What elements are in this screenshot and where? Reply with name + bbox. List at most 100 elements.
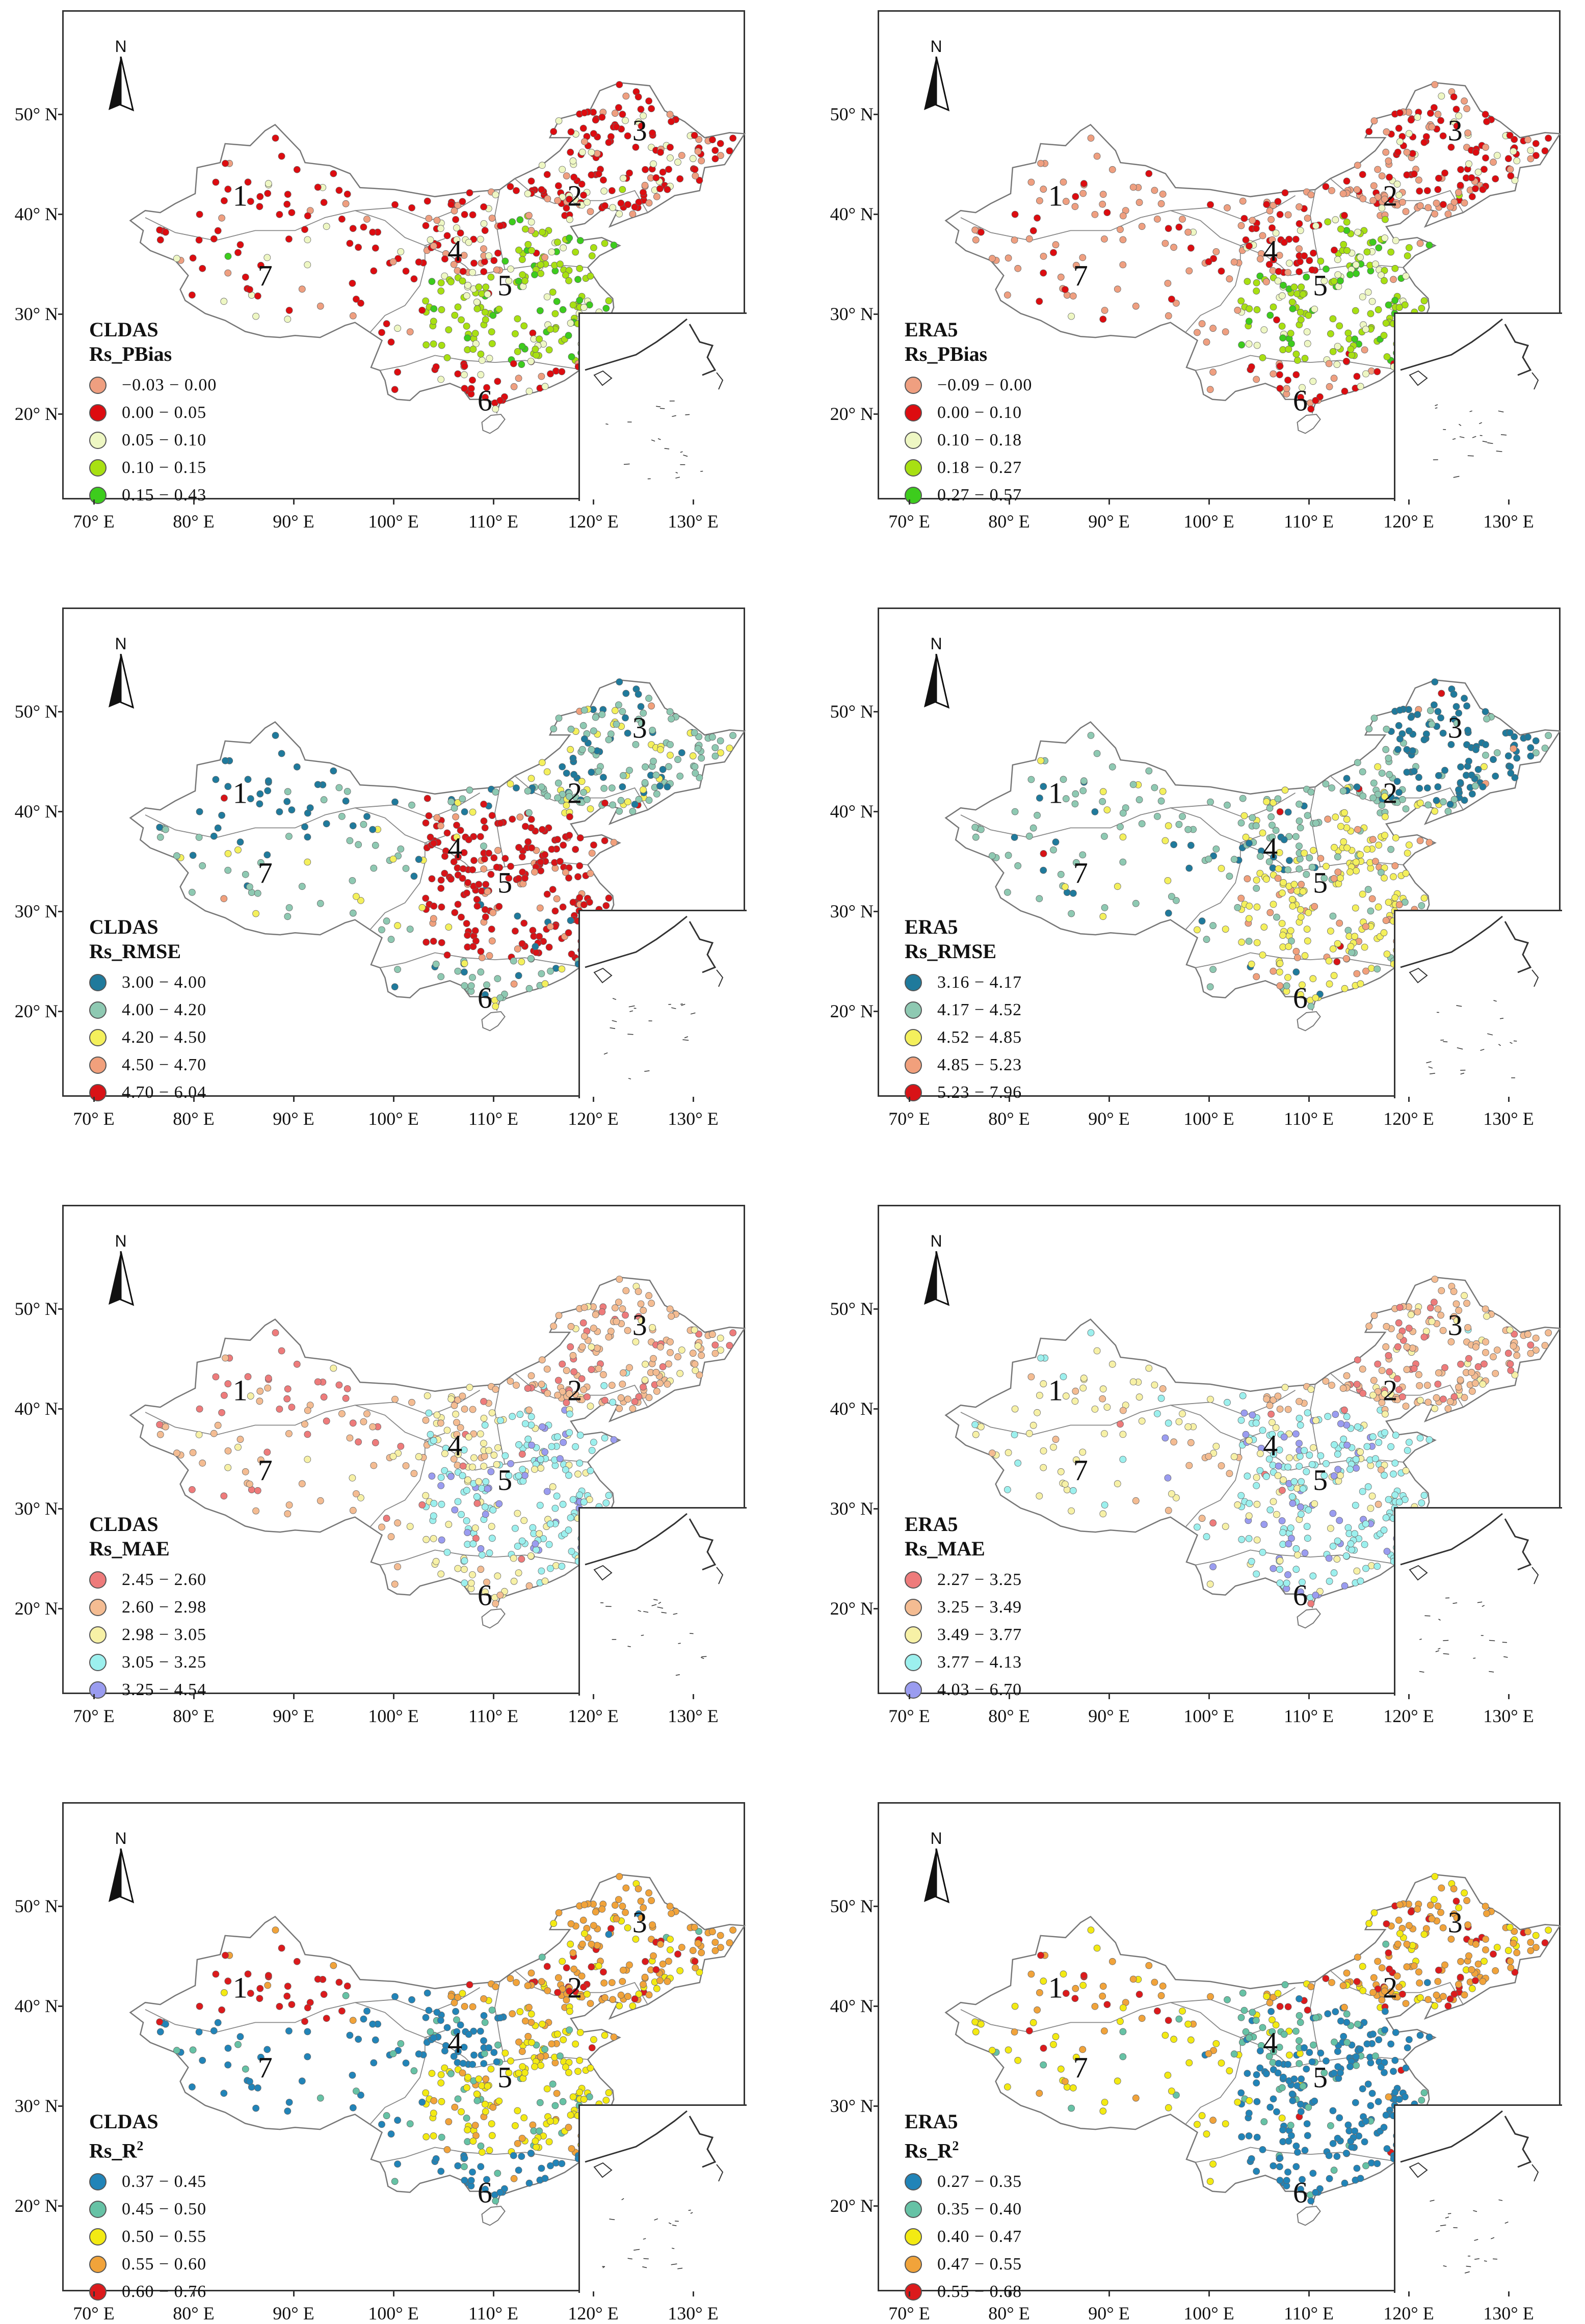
station-point — [1504, 1350, 1512, 1357]
station-point — [1359, 171, 1366, 178]
station-point — [602, 902, 610, 909]
station-point — [424, 795, 431, 802]
station-point — [569, 754, 577, 762]
station-point — [550, 725, 558, 733]
station-point — [1399, 1393, 1406, 1401]
station-point — [1479, 783, 1487, 790]
lon-tick-label: 80° E — [173, 1706, 215, 1726]
station-point — [1395, 124, 1403, 132]
station-point — [298, 883, 306, 890]
station-point — [1325, 1554, 1333, 1562]
station-point — [1296, 800, 1303, 808]
station-point — [1330, 277, 1338, 285]
station-point — [1369, 1391, 1377, 1399]
station-point — [563, 1399, 570, 1407]
station-point — [711, 1350, 719, 1357]
station-point — [1165, 312, 1172, 320]
station-point — [1461, 695, 1468, 702]
station-point — [537, 2062, 544, 2069]
station-point — [616, 807, 623, 815]
station-point — [210, 1430, 218, 1437]
station-point — [1292, 1545, 1300, 1552]
station-point — [1337, 875, 1344, 882]
station-point — [1057, 273, 1065, 281]
station-point — [1425, 839, 1433, 846]
station-point — [709, 1928, 716, 1936]
station-point — [485, 2044, 492, 2051]
station-point — [415, 2050, 422, 2058]
station-point — [459, 2059, 467, 2067]
legend-label: 0.50 − 0.55 — [122, 2227, 207, 2247]
lat-tick-label: 20° N — [830, 1598, 874, 1619]
station-point — [1353, 867, 1360, 875]
station-point — [1270, 370, 1277, 378]
station-point — [616, 210, 623, 218]
station-point — [635, 198, 643, 206]
legend-label: 2.27 − 3.25 — [937, 1570, 1022, 1589]
station-point — [494, 2170, 501, 2177]
station-point — [1050, 249, 1057, 256]
station-point — [638, 1317, 645, 1325]
station-point — [600, 1382, 608, 1389]
station-point — [410, 873, 418, 880]
station-point — [518, 1537, 526, 1545]
lon-tick-mark — [909, 499, 910, 505]
station-point — [510, 1577, 518, 1585]
station-point — [437, 973, 445, 981]
map-panel-era5-mae: 1 2 3 4 5 6 7 N ERA5 Rs_MAE 2.27 − 3.25 3.25 − 3.49… — [830, 1205, 1562, 1726]
station-point — [257, 261, 265, 269]
region-boundary — [494, 1384, 506, 1464]
legend-item: 0.00 − 0.10 — [905, 399, 1032, 427]
lat-tick-mark — [58, 911, 62, 912]
lon-tick-mark — [1308, 1097, 1310, 1102]
station-point — [1385, 1949, 1392, 1957]
station-point — [389, 2050, 397, 2057]
station-point — [619, 708, 626, 716]
station-point — [1403, 746, 1411, 753]
station-point — [1339, 1385, 1347, 1392]
station-point — [1510, 148, 1517, 155]
north-arrow: N — [105, 635, 136, 709]
station-point — [558, 965, 566, 973]
station-point — [1170, 244, 1177, 251]
station-point — [559, 1958, 566, 1965]
station-point — [1284, 1406, 1292, 1413]
station-point — [488, 215, 496, 222]
station-point — [1391, 1459, 1399, 1467]
station-point — [1348, 2144, 1355, 2151]
station-point — [1297, 308, 1304, 316]
station-point — [1439, 729, 1447, 737]
station-point — [477, 2163, 485, 2171]
station-point — [383, 2112, 390, 2120]
station-point — [173, 255, 180, 262]
station-point — [668, 715, 675, 723]
lon-tick-mark — [1508, 1694, 1510, 1699]
station-point — [453, 1431, 461, 1438]
legend-item: 4.52 − 4.85 — [905, 1024, 1022, 1051]
station-point — [1179, 813, 1186, 820]
station-point — [590, 2036, 597, 2043]
station-point — [479, 357, 486, 364]
station-point — [335, 1381, 343, 1389]
station-point — [430, 1437, 437, 1444]
station-point — [276, 1405, 283, 1413]
station-point — [717, 737, 724, 745]
station-point — [467, 1579, 475, 1587]
station-point — [422, 894, 430, 902]
region-label-1: 1 — [232, 179, 248, 213]
station-point — [394, 1449, 402, 1457]
station-point — [471, 330, 479, 337]
station-point — [256, 800, 263, 808]
station-point — [1353, 2062, 1360, 2069]
station-point — [481, 258, 488, 266]
station-point — [1325, 2152, 1333, 2159]
station-point — [1441, 169, 1448, 177]
station-point — [283, 200, 291, 208]
station-point — [587, 208, 594, 216]
station-point — [1270, 853, 1277, 861]
station-point — [472, 937, 480, 945]
station-point — [1383, 1920, 1390, 1927]
station-point — [459, 277, 466, 285]
station-point — [1416, 187, 1423, 195]
station-point — [1463, 1897, 1470, 1905]
